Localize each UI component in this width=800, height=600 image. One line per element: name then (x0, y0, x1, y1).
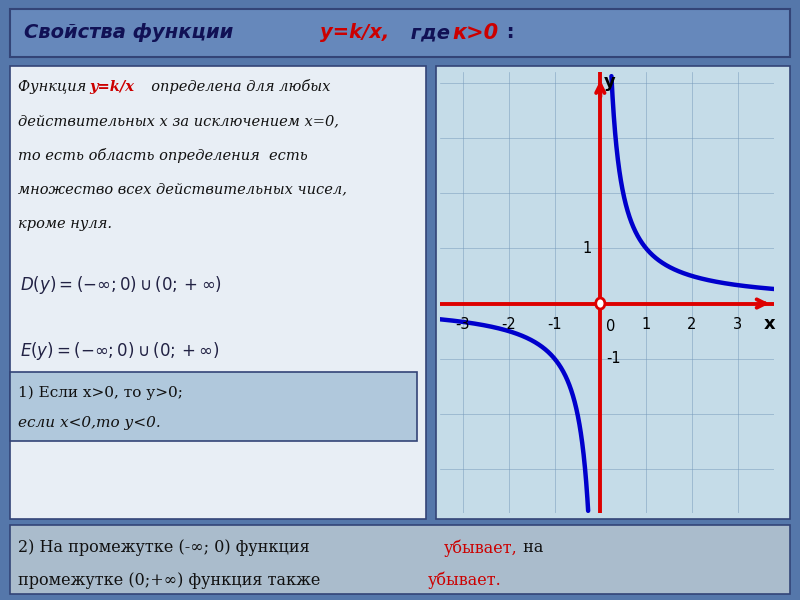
Text: 1) Если х>0, то у>0;: 1) Если х>0, то у>0; (18, 386, 182, 400)
Text: -2: -2 (502, 317, 516, 332)
Text: -1: -1 (606, 351, 621, 366)
Text: 3: 3 (733, 317, 742, 332)
Bar (10, 525, 790, 594)
Text: 1: 1 (583, 241, 592, 256)
Text: убывает,: убывает, (444, 539, 518, 557)
Text: множество всех действительных чисел,: множество всех действительных чисел, (18, 182, 346, 197)
Text: убывает.: убывает. (428, 571, 502, 589)
Text: 2: 2 (687, 317, 697, 332)
Text: :: : (500, 23, 514, 43)
Text: к>0: к>0 (452, 23, 498, 43)
Text: если х<0,то у<0.: если х<0,то у<0. (18, 416, 160, 430)
Text: $D\left(y\right)=\left(-\infty;0\right)\cup\left(0;+\infty\right)$: $D\left(y\right)=\left(-\infty;0\right)\… (20, 274, 222, 296)
Text: $E\left(y\right)=\left(-\infty;0\right)\cup\left(0;+\infty\right)$: $E\left(y\right)=\left(-\infty;0\right)\… (20, 340, 220, 362)
Text: 1: 1 (642, 317, 650, 332)
Text: 2) На промежутке (-∞; 0) функция: 2) На промежутке (-∞; 0) функция (18, 539, 320, 556)
Circle shape (596, 298, 605, 309)
Text: то есть область определения  есть: то есть область определения есть (18, 148, 307, 163)
Text: где: где (404, 23, 457, 43)
Text: y=k/x,: y=k/x, (320, 23, 390, 43)
Bar (10, 66, 426, 519)
Text: на: на (518, 539, 544, 556)
Text: x: x (764, 316, 776, 334)
Text: -1: -1 (547, 317, 562, 332)
Text: y=k/x: y=k/x (90, 80, 134, 94)
Bar (10, 9, 790, 57)
Text: -3: -3 (456, 317, 470, 332)
Text: кроме нуля.: кроме нуля. (18, 217, 111, 231)
Text: 0: 0 (606, 319, 615, 334)
Text: определена для любых: определена для любых (142, 79, 330, 94)
Bar (436, 66, 790, 519)
Text: Функция: Функция (18, 80, 95, 94)
Text: Свойства функции: Свойства функции (24, 23, 246, 43)
Text: промежутке (0;+∞) функция также: промежутке (0;+∞) функция также (18, 572, 325, 589)
Text: y: y (604, 73, 615, 91)
Bar (10, 372, 417, 441)
Text: действительных х за исключением х=0,: действительных х за исключением х=0, (18, 114, 338, 128)
